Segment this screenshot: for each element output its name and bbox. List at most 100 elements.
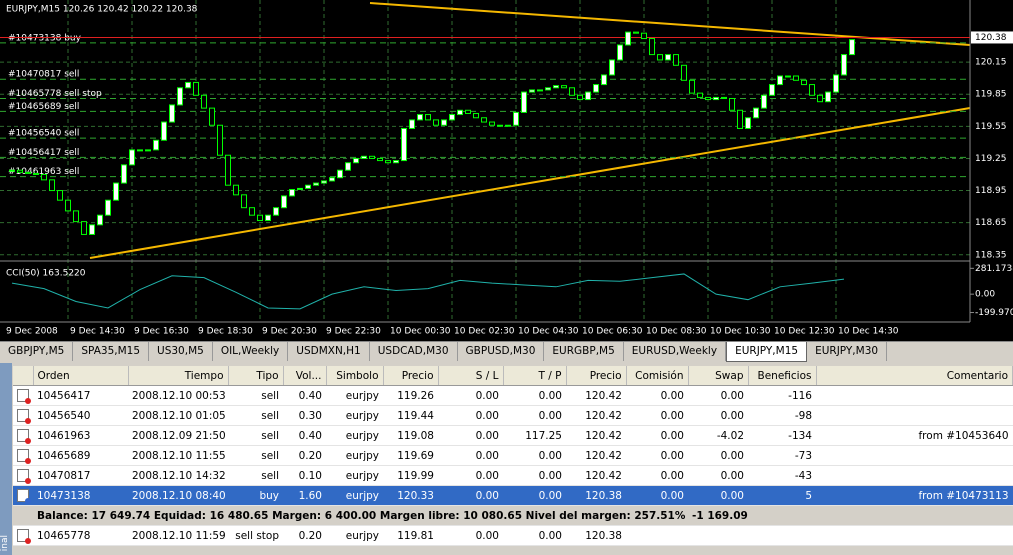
candle	[521, 91, 527, 113]
cell	[748, 505, 1013, 526]
column-header[interactable]: S / L	[438, 366, 504, 386]
cell: 120.42	[566, 405, 626, 426]
candle	[273, 207, 279, 216]
chart-tab[interactable]: EURJPY,M15	[726, 342, 808, 362]
candle	[345, 162, 351, 171]
chart-tab[interactable]: GBPUSD,M30	[458, 342, 545, 361]
x-tick-label: 10 Dec 08:30	[646, 327, 707, 337]
column-header[interactable]: Precio	[566, 366, 627, 386]
chart-tab[interactable]: OIL,Weekly	[213, 342, 289, 361]
candle	[209, 107, 215, 126]
candle	[401, 127, 407, 162]
candle	[321, 180, 327, 184]
column-header[interactable]: Swap	[688, 366, 749, 386]
candle	[265, 214, 271, 222]
cell	[816, 405, 1013, 426]
candle	[257, 214, 263, 222]
order-row[interactable]: 10470817 2008.12.10 14:32 sell 0.10 eurjpy 11…	[13, 465, 1013, 486]
cell: 117.25	[503, 425, 566, 446]
column-header[interactable]: Tiempo	[128, 366, 229, 386]
candle	[281, 195, 287, 209]
candle	[513, 111, 519, 126]
cell	[688, 525, 748, 546]
cell: 0.00	[626, 405, 688, 426]
column-header[interactable]: T / P	[503, 366, 567, 386]
cell: 119.81	[383, 525, 438, 546]
chart-tab[interactable]: US30,M5	[149, 342, 213, 361]
cell: 119.26	[383, 385, 438, 406]
chart-tab[interactable]: EURJPY,M30	[807, 342, 888, 361]
order-row[interactable]: 10465689 2008.12.10 11:55 sell 0.20 eurjpy 11…	[13, 445, 1013, 466]
order-icon	[17, 429, 31, 444]
cell: 120.33	[383, 485, 438, 506]
cell: 0.00	[688, 385, 748, 406]
candle	[673, 54, 679, 66]
candle	[305, 184, 311, 189]
y-tick-label: 120.15	[975, 58, 1007, 68]
column-header[interactable]: Comisión	[626, 366, 689, 386]
cell: 10456417	[33, 385, 128, 406]
column-header[interactable]: Orden	[33, 366, 129, 386]
column-header[interactable]: Beneficios	[748, 366, 817, 386]
cell: from #10473113	[816, 485, 1013, 506]
chart-tab[interactable]: EURGBP,M5	[544, 342, 624, 361]
order-row[interactable]: 10456417 2008.12.10 00:53 sell 0.40 eurjpy 11…	[13, 385, 1013, 406]
chart-tab[interactable]: USDCAD,M30	[370, 342, 458, 361]
icon-cell	[13, 385, 33, 406]
candle	[497, 124, 503, 127]
cell: 119.44	[383, 405, 438, 426]
candle	[201, 94, 207, 109]
candle	[353, 157, 359, 164]
icon-cell	[13, 445, 33, 466]
candle	[753, 107, 759, 119]
candle	[377, 157, 383, 162]
chart-tab[interactable]: GBPJPY,M5	[0, 342, 74, 361]
column-header[interactable]: Comentario	[816, 366, 1013, 386]
cell: 0.00	[626, 445, 688, 466]
candle	[465, 109, 471, 114]
candle	[241, 194, 247, 209]
order-row[interactable]: 10456540 2008.12.10 01:05 sell 0.30 eurjpy 11…	[13, 405, 1013, 426]
cell	[816, 525, 1013, 546]
candle	[233, 184, 239, 196]
x-tick-label: 9 Dec 20:30	[262, 327, 317, 337]
cell: 0.00	[503, 525, 566, 546]
cell: 0.40	[283, 385, 326, 406]
candle	[649, 38, 655, 56]
column-header[interactable]: Simbolo	[326, 366, 384, 386]
candle	[537, 89, 543, 92]
chart-tab[interactable]: USDMXN,H1	[288, 342, 370, 361]
candle	[65, 199, 71, 212]
cell: 1.60	[283, 485, 326, 506]
candle	[561, 85, 567, 89]
order-row[interactable]: 10473138 2008.12.10 08:40 buy 1.60 eurjpy 120…	[13, 485, 1013, 506]
cell: 10456540	[33, 405, 128, 426]
order-row[interactable]: 10461963 2008.12.09 21:50 sell 0.40 eurjpy 11…	[13, 425, 1013, 446]
candle	[849, 39, 855, 56]
trendline	[89, 107, 971, 259]
icon-cell	[13, 425, 33, 446]
cell	[816, 465, 1013, 486]
candle	[417, 114, 423, 121]
cci-line	[11, 273, 845, 310]
cell: 0.00	[626, 465, 688, 486]
column-header[interactable]: Vol...	[283, 366, 327, 386]
candle	[473, 112, 479, 119]
x-tick-label: 10 Dec 00:30	[390, 327, 451, 337]
order-icon	[17, 449, 31, 464]
cell: eurjpy	[326, 385, 383, 406]
x-tick-label: 9 Dec 2008	[6, 327, 58, 337]
order-row[interactable]: 10465778 2008.12.10 11:59 sell stop 0.20 eur…	[13, 525, 1013, 546]
chart-tab[interactable]: EURUSD,Weekly	[624, 342, 727, 361]
candle	[161, 121, 167, 141]
column-header[interactable]: Tipo	[228, 366, 284, 386]
candle	[529, 89, 535, 93]
column-header[interactable]: Precio	[383, 366, 439, 386]
candle	[481, 117, 487, 123]
candle	[433, 119, 439, 126]
cell	[816, 385, 1013, 406]
cell: 0.00	[438, 525, 503, 546]
cell: 119.08	[383, 425, 438, 446]
chart-tab[interactable]: SPA35,M15	[73, 342, 150, 361]
x-tick-label: 9 Dec 22:30	[326, 327, 381, 337]
